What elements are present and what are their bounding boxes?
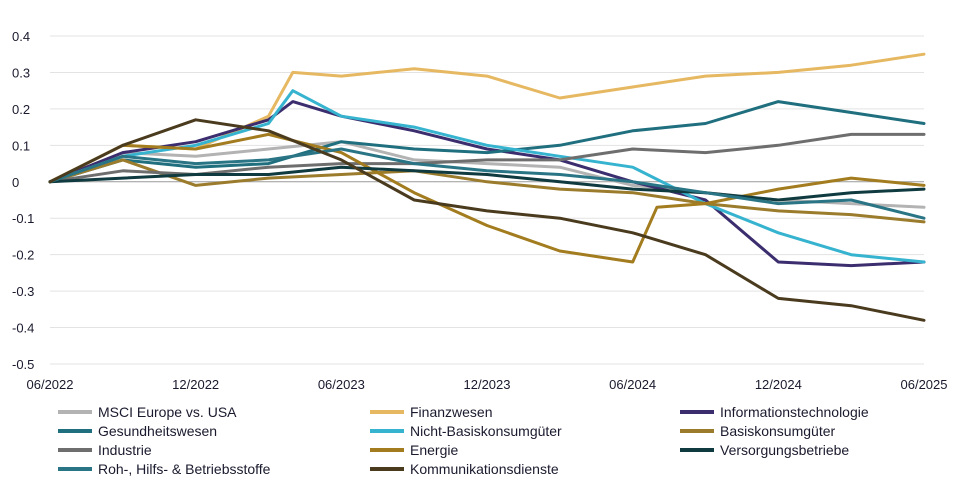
legend-swatch [370, 429, 404, 433]
series-line-10 [48, 118, 926, 322]
legend-item: Gesundheitswesen [58, 421, 217, 441]
series-line-5 [48, 158, 926, 224]
legend-label: Nicht-Basiskonsumgüter [410, 423, 562, 439]
legend-label: Roh-, Hilfs- & Betriebsstoffe [98, 461, 271, 477]
legend: MSCI Europe vs. USA Finanzwesen Informatio… [0, 398, 974, 486]
y-tick-label: 0.1 [12, 138, 30, 153]
series-line-1 [48, 52, 926, 184]
legend-label: Informationstechnologie [720, 404, 869, 420]
legend-swatch [58, 448, 92, 452]
legend-swatch [680, 410, 714, 414]
series-line-2 [48, 100, 926, 268]
y-tick-label: -0.4 [12, 321, 34, 336]
y-tick-label: 0 [12, 175, 19, 190]
y-tick-label: -0.3 [12, 284, 34, 299]
legend-item: Finanzwesen [370, 402, 493, 422]
legend-label: Industrie [98, 442, 152, 458]
y-tick-label: 0.3 [12, 65, 30, 80]
legend-item: Kommunikationsdienste [370, 459, 559, 479]
y-tick-label: -0.5 [12, 357, 34, 372]
legend-swatch [370, 467, 404, 471]
legend-label: Basiskonsumgüter [720, 423, 836, 439]
y-axis-ticks: 0.4 0.3 0.2 0.1 0 -0.1 -0.2 -0.3 -0.4 -0.5 [12, 29, 34, 372]
legend-swatch [58, 410, 92, 414]
x-tick-label: 06/2024 [609, 377, 656, 392]
y-tick-label: -0.1 [12, 211, 34, 226]
series-line-3 [48, 100, 926, 184]
legend-swatch [370, 410, 404, 414]
y-tick-label: -0.2 [12, 248, 34, 263]
x-tick-label: 06/2023 [318, 377, 365, 392]
legend-swatch [370, 448, 404, 452]
x-axis-ticks: 06/2022 12/2022 06/2023 12/2023 06/2024 12/20… [27, 377, 948, 392]
legend-label: Versorgungsbetriebe [720, 442, 850, 458]
legend-swatch [58, 467, 92, 471]
legend-label: MSCI Europe vs. USA [98, 404, 237, 420]
legend-item: Nicht-Basiskonsumgüter [370, 421, 562, 441]
line-chart: 0.4 0.3 0.2 0.1 0 -0.1 -0.2 -0.3 -0.4 -0.5 06/202… [12, 29, 948, 392]
legend-label: Gesundheitswesen [98, 423, 218, 439]
legend-label: Kommunikationsdienste [410, 461, 559, 477]
x-tick-label: 12/2023 [464, 377, 511, 392]
legend-item: Roh-, Hilfs- & Betriebsstoffe [58, 459, 270, 479]
x-tick-label: 06/2022 [27, 377, 74, 392]
legend-item: Industrie [58, 440, 152, 460]
series-line-7 [48, 132, 926, 264]
series-line-9 [48, 147, 926, 220]
series-lines [48, 52, 926, 322]
legend-label: Finanzwesen [410, 404, 493, 420]
y-tick-label: 0.4 [12, 29, 30, 44]
legend-item: Energie [370, 440, 458, 460]
legend-item: Basiskonsumgüter [680, 421, 835, 441]
y-tick-label: 0.2 [12, 102, 30, 117]
legend-swatch [58, 429, 92, 433]
x-tick-label: 12/2022 [172, 377, 219, 392]
series-line-8 [48, 165, 926, 202]
legend-label: Energie [410, 442, 459, 458]
legend-item: Versorgungsbetriebe [680, 440, 849, 460]
legend-swatch [680, 448, 714, 452]
legend-item: MSCI Europe vs. USA [58, 402, 237, 422]
legend-swatch [680, 429, 714, 433]
x-tick-label: 12/2024 [755, 377, 802, 392]
x-tick-label: 06/2025 [901, 377, 948, 392]
legend-item: Informationstechnologie [680, 402, 869, 422]
series-line-4 [48, 89, 926, 264]
